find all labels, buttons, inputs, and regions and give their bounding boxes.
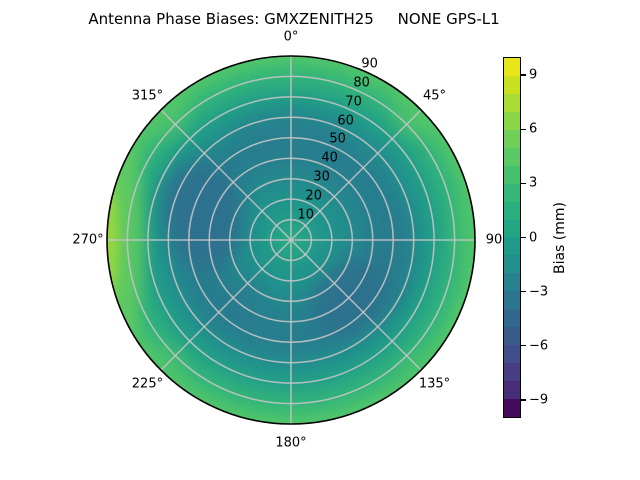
polar-gridline-spoke <box>290 239 422 371</box>
colorbar-tick-mark <box>521 182 526 185</box>
colorbar-band-10 <box>504 237 520 256</box>
r-tick-label-10: 10 <box>297 207 314 223</box>
colorbar-tick-label: −9 <box>529 392 549 408</box>
colorbar-band-12 <box>504 273 520 292</box>
theta-tick-label-315: 315° <box>131 88 164 104</box>
theta-tick-label-135: 135° <box>418 376 451 392</box>
colorbar-tick-label: 3 <box>529 175 538 191</box>
colorbar-tick-label: −3 <box>529 284 549 300</box>
chart-title: Antenna Phase Biases: GMXZENITH25 NONE G… <box>88 10 500 28</box>
colorbar-band-19 <box>504 399 520 418</box>
polar-plot <box>106 55 476 425</box>
colorbar-band-14 <box>504 309 520 328</box>
polar-grid <box>107 56 475 424</box>
colorbar-tick-label: 6 <box>529 121 538 137</box>
r-tick-label-90: 90 <box>361 56 378 72</box>
r-tick-label-20: 20 <box>305 188 322 204</box>
colorbar-band-18 <box>504 381 520 400</box>
colorbar-band-7 <box>504 183 520 202</box>
colorbar <box>503 57 521 418</box>
colorbar-band-9 <box>504 219 520 238</box>
colorbar-band-6 <box>504 165 520 184</box>
theta-tick-label-225: 225° <box>131 376 164 392</box>
colorbar-tick-mark <box>521 74 526 76</box>
colorbar-band-16 <box>504 345 520 364</box>
theta-tick-label-180: 180° <box>275 435 307 451</box>
theta-tick-label-0: 0° <box>283 29 299 45</box>
colorbar-band-15 <box>504 327 520 346</box>
contour-dark-blob-west <box>161 160 245 270</box>
contour-dark-band-east <box>379 207 411 303</box>
polar-gridline-spoke <box>290 109 422 241</box>
r-tick-label-40: 40 <box>321 150 338 166</box>
theta-tick-label-270: 270° <box>72 232 104 248</box>
theta-tick-label-90: 90 <box>485 232 503 248</box>
colorbar-band-0 <box>504 58 520 76</box>
colorbar-band-5 <box>504 147 520 166</box>
theta-tick-label-45: 45° <box>423 88 447 104</box>
colorbar-band-1 <box>504 75 520 94</box>
colorbar-band-4 <box>504 129 520 148</box>
r-tick-label-30: 30 <box>313 169 330 185</box>
colorbar-band-17 <box>504 363 520 382</box>
colorbar-band-11 <box>504 255 520 274</box>
colorbar-band-13 <box>504 291 520 310</box>
colorbar-tick-mark <box>521 128 526 130</box>
colorbar-band-8 <box>504 201 520 220</box>
polar-outline <box>106 55 476 425</box>
colorbar-tick-label: 0 <box>529 230 538 245</box>
colorbar-tick-mark <box>521 290 526 293</box>
colorbar-tick-label: 9 <box>529 67 538 83</box>
colorbar-tick-mark <box>521 399 526 401</box>
r-tick-label-60: 60 <box>337 113 354 129</box>
colorbar-axis-label: Bias (mm) <box>552 201 568 275</box>
polar-gridline-spoke <box>160 239 292 371</box>
colorbar-tick-mark <box>521 236 526 239</box>
r-tick-label-70: 70 <box>345 94 362 110</box>
r-tick-label-50: 50 <box>329 131 346 147</box>
colorbar-band-2 <box>504 93 520 112</box>
colorbar-tick-mark <box>521 345 526 347</box>
contour-bright-90 <box>456 185 475 265</box>
polar-gridline-spoke <box>160 109 292 241</box>
colorbar-band-3 <box>504 111 520 130</box>
r-tick-label-80: 80 <box>353 75 370 91</box>
colorbar-tick-label: −6 <box>529 338 549 354</box>
